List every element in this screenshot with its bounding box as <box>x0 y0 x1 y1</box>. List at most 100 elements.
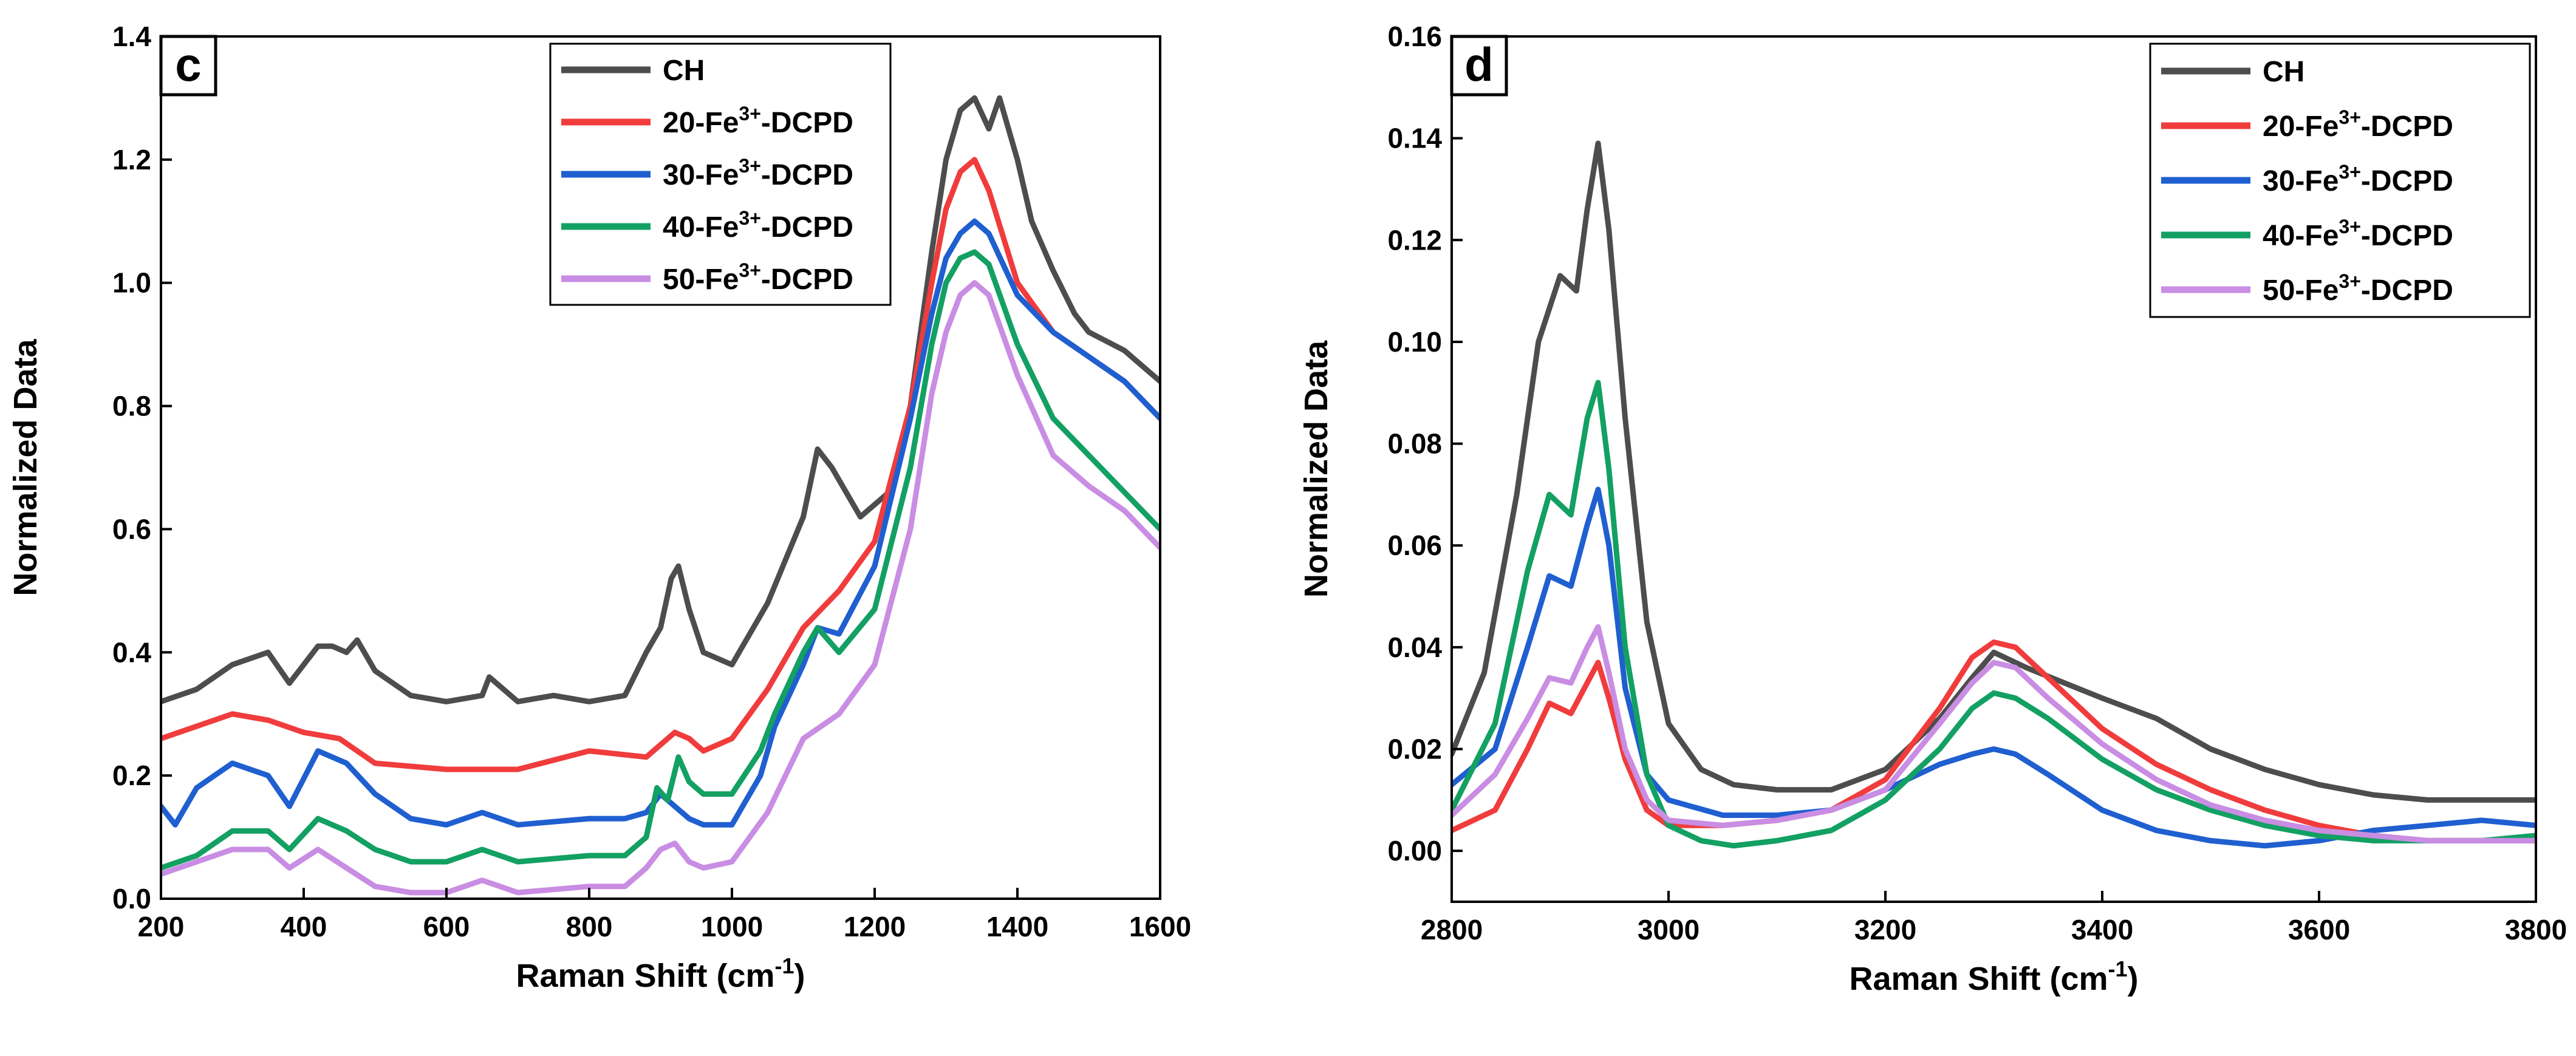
chart-panel-d: 2800 3000 3200 3400 3600 3800 0.00 0.02 0.04 0.06… <box>1298 21 2567 997</box>
x-tick-label: 3600 <box>2288 914 2350 945</box>
x-axis-title: Raman Shift (cm-1) <box>516 953 805 994</box>
panel-label: d <box>1464 38 1494 91</box>
y-tick-label: 0.10 <box>1387 326 1442 358</box>
y-tick-label: 0.08 <box>1387 428 1442 460</box>
x-tick-label: 3000 <box>1638 914 1700 945</box>
legend-label-main: 50-Fe <box>663 264 739 296</box>
legend-label-sup: 3+ <box>739 103 760 124</box>
legend-label: 40-Fe3+-DCPD <box>663 207 853 244</box>
panel-label-box: c <box>159 35 217 97</box>
legend: CH20-Fe3+-DCPD30-Fe3+-DCPD40-Fe3+-DCPD50… <box>549 43 892 306</box>
panel-label: c <box>175 38 201 91</box>
legend-item: 30-Fe3+-DCPD <box>2161 161 2453 197</box>
legend-label-end: -DCPD <box>761 211 853 244</box>
legend-label-end: -DCPD <box>2361 220 2453 252</box>
x-tick-label: 3800 <box>2505 914 2567 945</box>
y-tick-label: 1.4 <box>112 21 151 52</box>
x-tick-label: 2800 <box>1421 914 1483 945</box>
legend-label: 30-Fe3+-DCPD <box>2263 161 2453 197</box>
y-tick-label: 0.8 <box>112 390 151 422</box>
x-axis-title-sup: -1 <box>2108 956 2128 981</box>
legend-label-sup: 3+ <box>2339 270 2360 292</box>
x-tick-label: 3200 <box>1854 914 1916 945</box>
legend-item: 40-Fe3+-DCPD <box>2161 216 2453 252</box>
legend-label-sup: 3+ <box>2339 161 2360 183</box>
legend-item: CH <box>561 55 705 87</box>
legend-item: 20-Fe3+-DCPD <box>2161 106 2453 143</box>
y-tick-label: 0.06 <box>1387 530 1442 561</box>
y-tick-label: 0.16 <box>1387 21 1442 52</box>
legend-label: CH <box>663 55 705 87</box>
legend-label: 20-Fe3+-DCPD <box>2263 106 2453 143</box>
legend-label-main: 30-Fe <box>663 159 739 191</box>
legend-label-end: -DCPD <box>761 159 853 191</box>
y-tick-label: 0.04 <box>1387 632 1442 663</box>
x-axis-title-end: ) <box>2128 961 2139 997</box>
series-line-40-Fe3plus-DCPD <box>161 249 1160 871</box>
y-tick-label: 0.14 <box>1387 123 1442 154</box>
legend-label-sup: 3+ <box>2339 216 2360 237</box>
legend-label-main: 20-Fe <box>663 107 739 139</box>
x-tick-label: 1600 <box>1129 911 1191 942</box>
legend-label-main: 50-Fe <box>2263 274 2339 307</box>
x-tick-label: 1200 <box>844 911 906 942</box>
legend-label-end: -DCPD <box>761 264 853 296</box>
x-tick-label: 1400 <box>986 911 1048 942</box>
legend-item: 20-Fe3+-DCPD <box>561 103 853 139</box>
legend-label-sup: 3+ <box>2339 106 2360 128</box>
y-axis-title: Normalized Data <box>7 338 44 596</box>
legend-item: 50-Fe3+-DCPD <box>561 259 853 296</box>
series-line-20-Fe3plus-DCPD <box>1452 639 2536 843</box>
legend-label-sup: 3+ <box>739 259 760 281</box>
series-line-50-Fe3plus-DCPD <box>161 280 1160 896</box>
y-tick-label: 0.00 <box>1387 835 1442 867</box>
chart-panel-c: 200 400 600 800 1000 1200 1400 1600 0.0 0.2 0.4 0.6… <box>7 21 1191 994</box>
legend-item: 50-Fe3+-DCPD <box>2161 270 2453 307</box>
legend-label-main: 40-Fe <box>663 211 739 244</box>
legend-label-main: 30-Fe <box>2263 165 2339 197</box>
y-tick-label: 0.0 <box>112 883 151 915</box>
legend-label-end: -DCPD <box>761 107 853 139</box>
legend-item: CH <box>2161 56 2304 88</box>
legend-label-sup: 3+ <box>739 155 760 177</box>
x-tick-label: 1000 <box>701 911 763 942</box>
y-axis-title: Normalized Data <box>1298 340 1334 598</box>
legend-label-main: 40-Fe <box>2263 220 2339 252</box>
x-axis-title-end: ) <box>794 958 805 994</box>
legend-label-end: -DCPD <box>2361 165 2453 197</box>
legend-label-end: -DCPD <box>2361 111 2453 143</box>
x-tick-label: 3400 <box>2071 914 2133 945</box>
plot-frame <box>160 35 1161 900</box>
legend-label-sup: 3+ <box>739 207 760 229</box>
legend-label-end: -DCPD <box>2361 274 2453 307</box>
series-group <box>161 95 1160 896</box>
y-tick-label: 0.6 <box>112 513 151 545</box>
panel-label-box: d <box>1450 35 1508 97</box>
x-tick-label: 400 <box>281 911 327 942</box>
series-group <box>1452 140 2536 849</box>
y-tick-label: 0.4 <box>112 636 151 668</box>
series-line-40-Fe3plus-DCPD <box>1452 380 2536 849</box>
series-line-20-Fe3plus-DCPD <box>161 157 1160 772</box>
x-axis-title: Raman Shift (cm-1) <box>1849 956 2138 997</box>
series-line-CH <box>161 95 1160 704</box>
x-tick-label: 200 <box>138 911 185 942</box>
legend-label-main: CH <box>663 55 705 87</box>
x-axis-title-main: Raman Shift (cm <box>1849 961 2108 997</box>
legend-item: 40-Fe3+-DCPD <box>561 207 853 244</box>
x-axis-title-sup: -1 <box>775 953 794 978</box>
legend-label: 20-Fe3+-DCPD <box>663 103 853 139</box>
y-tick-label: 0.12 <box>1387 224 1442 256</box>
legend-label: 50-Fe3+-DCPD <box>663 259 853 296</box>
legend-label: 50-Fe3+-DCPD <box>2263 270 2453 307</box>
plot-frame <box>1450 35 2537 903</box>
series-line-30-Fe3plus-DCPD <box>161 218 1160 828</box>
series-line-CH <box>1452 140 2536 803</box>
legend-label: 30-Fe3+-DCPD <box>663 155 853 191</box>
y-tick-label: 0.2 <box>112 760 151 791</box>
y-tick-label: 1.2 <box>112 144 151 175</box>
y-tick-label: 0.02 <box>1387 734 1442 765</box>
series-line-50-Fe3plus-DCPD <box>1452 624 2536 843</box>
legend-label-main: CH <box>2263 56 2304 88</box>
